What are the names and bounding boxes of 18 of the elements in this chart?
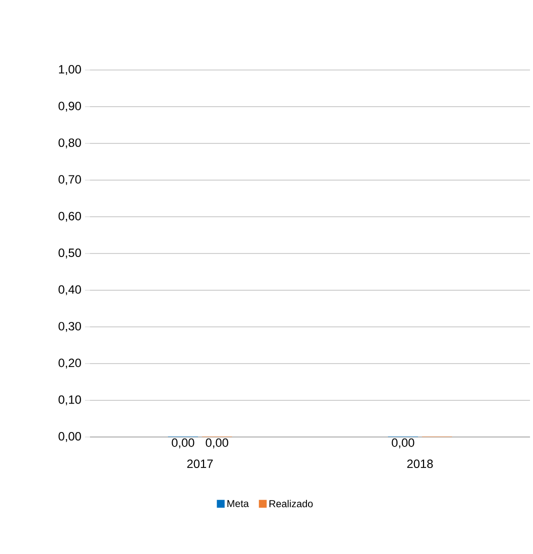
y-tick-label: 0,00: [58, 432, 81, 442]
data-label: 0,00: [392, 438, 414, 448]
y-tick-label: 1,00: [59, 65, 81, 75]
x-tick-label: 2018: [407, 460, 433, 468]
legend-label: Meta: [227, 500, 249, 508]
y-tick-label: 0,50: [58, 248, 81, 258]
y-tick-label: 0,70: [58, 175, 81, 186]
y-tick-label: 0,20: [58, 358, 81, 369]
y-tick-label: 0,60: [58, 212, 81, 222]
y-tick-label: 0,80: [58, 138, 81, 148]
y-tick-label: 0,90: [58, 102, 81, 112]
y-tick-label: 0,10: [58, 395, 81, 406]
y-tick-label: 0,30: [58, 322, 81, 332]
legend-label: Realizado: [269, 500, 313, 508]
y-tick-label: 0,40: [58, 285, 81, 296]
data-label: 0,00: [172, 438, 194, 448]
x-tick-label: 2017: [187, 460, 213, 468]
data-label: 0,00: [206, 438, 228, 448]
